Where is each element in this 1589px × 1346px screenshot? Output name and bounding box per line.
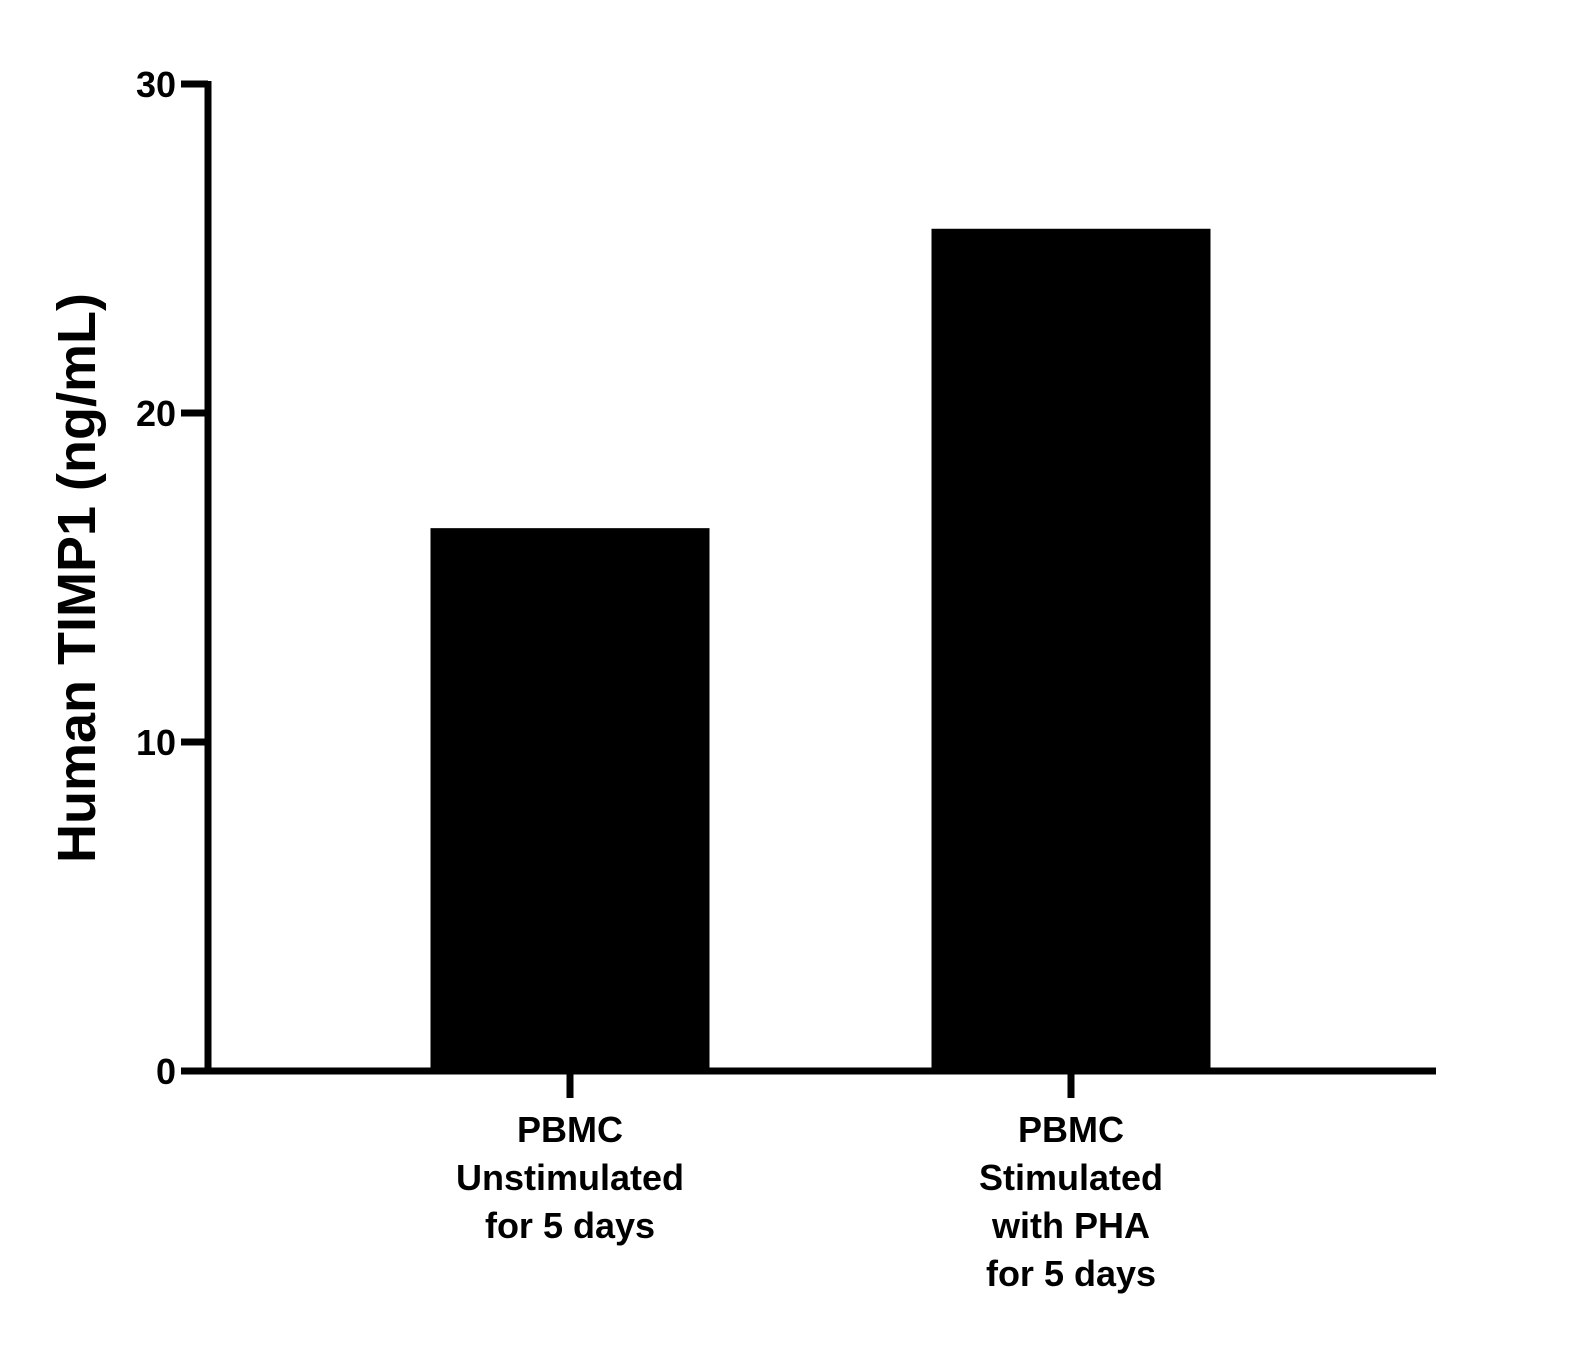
x-ticks-group: PBMC Unstimulated for 5 days PBMC Stimulated… bbox=[456, 1071, 1163, 1294]
y-tick-label: 0 bbox=[156, 1051, 176, 1092]
x-category-label: PBMC bbox=[517, 1109, 623, 1150]
y-axis-title: Human TIMP1 (ng/mL) bbox=[47, 293, 107, 863]
x-category-label: Stimulated bbox=[979, 1157, 1163, 1198]
y-ticks-group: 0 10 20 30 bbox=[136, 64, 208, 1092]
bar-1 bbox=[430, 528, 710, 1071]
x-category-label: with PHA bbox=[991, 1205, 1150, 1246]
x-category-label: for 5 days bbox=[485, 1205, 655, 1246]
bar-2 bbox=[931, 228, 1211, 1071]
y-tick-label: 30 bbox=[136, 64, 176, 105]
bars-group bbox=[430, 228, 1211, 1071]
y-tick-label: 20 bbox=[136, 393, 176, 434]
x-category-label: Unstimulated bbox=[456, 1157, 684, 1198]
y-tick-label: 10 bbox=[136, 722, 176, 763]
x-category-label: PBMC bbox=[1018, 1109, 1124, 1150]
axes-group bbox=[181, 81, 1436, 1075]
x-category-label: for 5 days bbox=[986, 1253, 1156, 1294]
